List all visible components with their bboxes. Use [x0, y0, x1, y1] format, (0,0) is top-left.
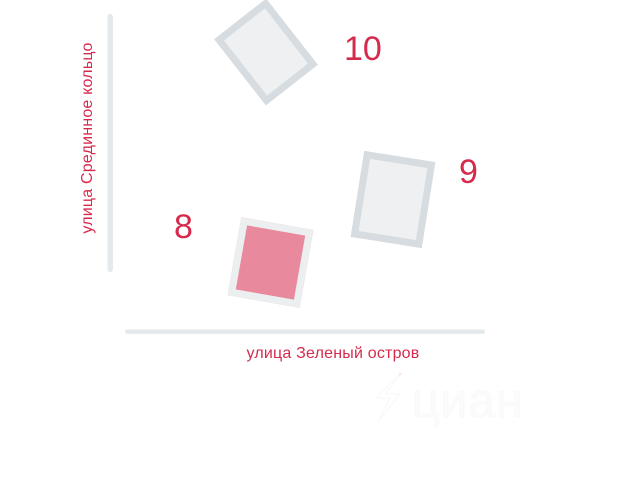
building-number-8: 8	[174, 208, 193, 246]
building-shape-9[interactable]	[350, 150, 436, 249]
cian-logo-icon	[375, 373, 402, 423]
building-shape-10[interactable]	[214, 0, 318, 106]
building-number-9: 9	[459, 153, 478, 191]
building-shape-8-highlighted[interactable]	[227, 217, 314, 308]
building-number-10: 10	[344, 30, 382, 68]
watermark-text: циан	[411, 374, 524, 428]
street-label-sredinnoe-koltso: улица Срединное кольцо	[79, 42, 96, 234]
street-line-zeleny-ostrov	[125, 329, 485, 334]
watermark: циан	[370, 372, 570, 430]
street-label-zeleny-ostrov: улица Зеленый остров	[246, 345, 420, 362]
street-line-sredinnoe-koltso	[107, 14, 113, 272]
